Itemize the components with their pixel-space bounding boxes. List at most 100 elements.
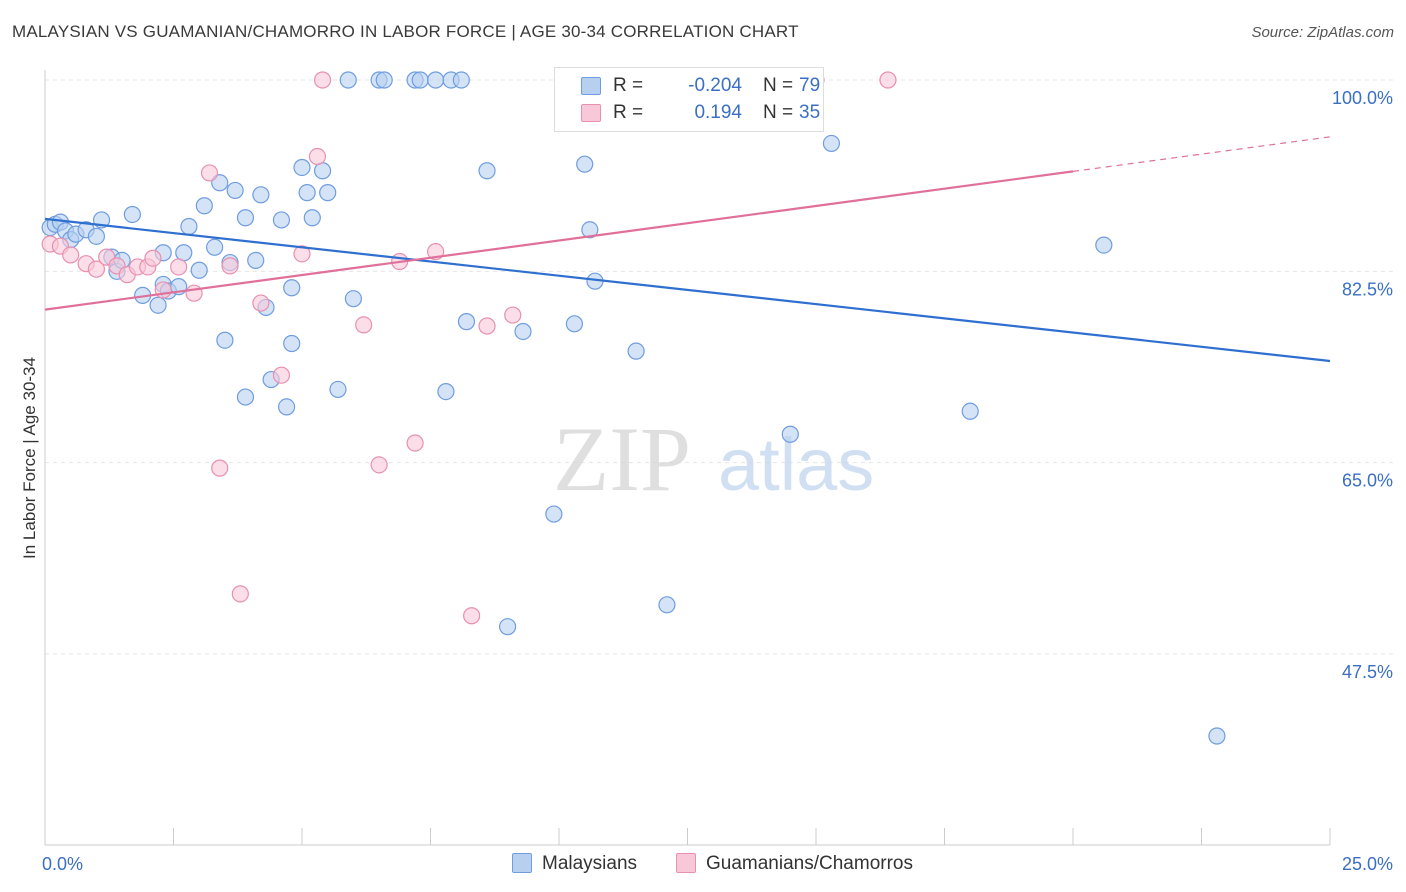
malaysian-point: [427, 71, 445, 89]
malaysian-point: [247, 251, 265, 269]
guamanian-point: [355, 316, 373, 334]
gridlines: [45, 79, 1393, 655]
guamanian-point: [370, 456, 388, 474]
malaysian-point: [303, 209, 321, 227]
guamanian-point: [463, 607, 481, 625]
watermark: ZIP atlas: [553, 408, 874, 510]
guamanian-trend-extension: [1072, 136, 1331, 172]
guamanian-point: [231, 585, 249, 603]
trend-lines: [44, 136, 1331, 363]
y-tick-label: 82.5%: [1342, 279, 1393, 299]
malaysian-point: [781, 425, 799, 443]
legend-swatch-pink: [581, 104, 601, 122]
legend-r-value: 0.194: [694, 102, 742, 123]
legend-n-value: 35: [799, 102, 821, 123]
malaysian-point: [452, 71, 470, 89]
watermark-zip: ZIP: [553, 408, 691, 510]
malaysian-point: [576, 155, 594, 173]
malaysian-point: [457, 313, 476, 331]
guamanian-trend-line: [44, 170, 1074, 311]
malaysian-point: [961, 402, 979, 420]
y-tick-label: 100.0%: [1332, 88, 1393, 108]
y-axis-label: In Labor Force | Age 30-34: [20, 357, 39, 559]
malaysian-point: [226, 181, 244, 200]
malaysian-point: [499, 618, 517, 636]
legend-n-label: N =: [763, 102, 794, 123]
legend-r-label: R =: [613, 102, 644, 123]
bottom-legend-swatch-pink: [676, 853, 696, 873]
bottom-legend-label: Guamanians/Chamorros: [706, 853, 913, 874]
malaysian-point: [437, 383, 455, 401]
guamanian-point: [313, 71, 332, 89]
x-max-label: 25.0%: [1342, 854, 1393, 874]
legend-r-value: -0.204: [688, 75, 742, 96]
x-min-label: 0.0%: [42, 854, 83, 874]
bottom-legend-label: Malaysians: [542, 853, 638, 874]
guamanian-point: [293, 245, 311, 263]
guamanian-point: [144, 249, 162, 267]
malaysian-point: [149, 296, 167, 314]
malaysian-point: [375, 71, 393, 89]
guamanian-point: [272, 366, 291, 384]
malaysian-point: [277, 398, 296, 416]
malaysian-trend-line: [44, 217, 1331, 363]
malaysian-point: [252, 186, 270, 204]
malaysian-point: [175, 244, 193, 262]
malaysian-point: [216, 331, 234, 349]
malaysian-point: [1208, 727, 1226, 745]
malaysian-point: [478, 162, 496, 180]
guamanian-point: [170, 258, 188, 276]
malaysian-point: [658, 596, 676, 614]
malaysian-point: [313, 162, 332, 180]
malaysian-point: [123, 205, 141, 224]
bottom-legend-guamanians: Guamanians/Chamorros: [676, 852, 913, 876]
malaysian-point: [293, 158, 311, 177]
correlation-legend: R = -0.204 N = 79 R = 0.194 N = 35: [554, 67, 824, 132]
malaysian-point: [206, 238, 224, 256]
y-tick-label: 65.0%: [1342, 471, 1393, 491]
bottom-legend-swatch-blue: [512, 853, 532, 873]
bottom-legend-malaysians: Malaysians: [512, 852, 637, 876]
malaysian-point: [298, 184, 316, 202]
legend-n-label: N =: [763, 75, 794, 96]
malaysian-point: [581, 221, 599, 239]
data-points: [41, 71, 1226, 745]
malaysian-point: [1095, 236, 1113, 254]
malaysian-point: [283, 279, 301, 297]
malaysian-point: [565, 315, 584, 333]
malaysian-point: [283, 334, 301, 353]
source-label: Source: ZipAtlas.com: [1251, 24, 1394, 41]
guamanian-point: [211, 459, 229, 477]
malaysian-point: [87, 227, 106, 245]
legend-r-label: R =: [613, 75, 644, 96]
malaysian-point: [272, 211, 291, 229]
malaysian-point: [339, 71, 357, 89]
malaysian-point: [411, 71, 429, 89]
guamanian-point: [504, 306, 522, 324]
guamanian-point: [87, 260, 106, 278]
malaysian-point: [319, 184, 337, 202]
guamanian-point: [478, 317, 496, 335]
guamanian-point: [185, 284, 203, 302]
malaysian-point: [180, 217, 198, 236]
malaysian-point: [236, 388, 255, 406]
legend-n-value: 79: [799, 75, 821, 96]
chart-title: MALAYSIAN VS GUAMANIAN/CHAMORRO IN LABOR…: [12, 22, 799, 41]
malaysian-point: [344, 290, 362, 308]
malaysian-point: [236, 209, 255, 227]
guamanian-point: [308, 147, 327, 166]
malaysian-point: [545, 505, 563, 523]
malaysian-point: [195, 197, 213, 215]
legend-swatch-blue: [581, 77, 601, 95]
malaysian-point: [329, 380, 347, 399]
guamanian-point: [406, 434, 424, 452]
guamanian-point: [200, 164, 219, 182]
malaysian-point: [190, 261, 208, 279]
malaysian-point: [627, 342, 645, 360]
guamanian-point: [221, 257, 239, 275]
y-tick-label: 47.5%: [1342, 662, 1393, 682]
guamanian-point: [62, 246, 80, 264]
guamanian-point: [879, 71, 897, 89]
malaysian-point: [822, 134, 841, 153]
